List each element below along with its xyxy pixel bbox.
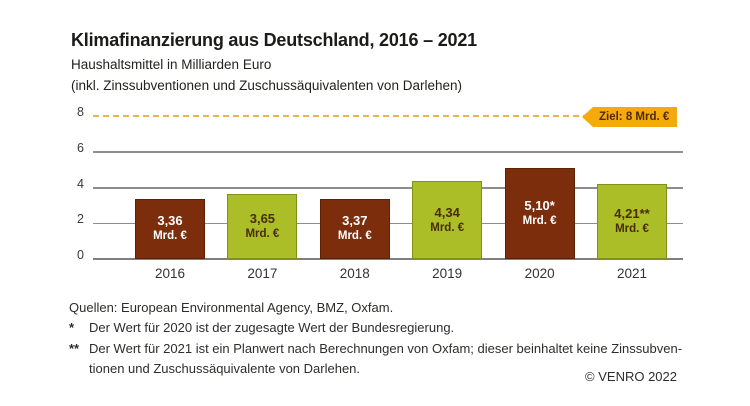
- bar-2021: 4,21** Mrd. €: [597, 183, 667, 259]
- y-axis-tick-2: 2: [77, 212, 84, 227]
- x-axis-label-2021: 2021: [616, 266, 648, 281]
- x-axis-label-2017: 2017: [247, 266, 278, 281]
- bar-chart-plot-area: Ziel: 8 Mrd. € 0 2 4 6 8 3,36 Mrd. €2016 3,65 Mr…: [77, 105, 683, 281]
- bar-value-2020: 5,10*: [524, 197, 555, 213]
- bar-value-label-2017: 3,65 Mrd. €: [228, 195, 296, 258]
- target-label-tag: Ziel: 8 Mrd. €: [582, 107, 678, 127]
- chart-subtitle-units: Haushaltsmittel in Milliarden Euro: [71, 57, 272, 72]
- copyright-notice: © VENRO 2022: [585, 369, 677, 384]
- footnote-2021: ** Der Wert für 2021 ist ein Planwert na…: [69, 341, 682, 356]
- x-axis-label-2018: 2018: [339, 266, 370, 281]
- bar-unit-2020: Mrd. €: [522, 214, 557, 227]
- bar-value-2016: 3,36: [157, 213, 183, 229]
- y-axis-tick-8: 8: [77, 105, 84, 119]
- sources-line: Quellen: European Environmental Agency, …: [69, 300, 394, 315]
- bar-value-label-2016: 3,36 Mrd. €: [136, 200, 204, 258]
- bar-unit-2021: Mrd. €: [615, 222, 649, 235]
- bar-2016: 3,36 Mrd. €: [135, 198, 205, 259]
- footnote-text: Der Wert für 2021 ist ein Planwert nach …: [89, 341, 683, 356]
- footnote-text: Der Wert für 2020 ist der zugesagte Wert…: [89, 320, 455, 335]
- x-axis-label-2019: 2019: [432, 266, 463, 281]
- x-axis-label-2016: 2016: [154, 266, 186, 281]
- bar-value-label-2021: 4,21** Mrd. €: [598, 185, 666, 258]
- chart-title: Klimafinanzierung aus Deutschland, 2016 …: [71, 30, 477, 50]
- footnote-marker: *: [69, 320, 75, 335]
- y-axis-tick-4: 4: [77, 176, 84, 191]
- bar-value-label-2020: 5,10* Mrd. €: [506, 169, 574, 258]
- bar-value-label-2019: 4,34 Mrd. €: [413, 182, 481, 258]
- target-dashed-line: [93, 115, 585, 117]
- bar-value-2019: 4,34: [434, 204, 460, 220]
- gridline-y4: [93, 187, 683, 189]
- bar-value-2017: 3,65: [249, 210, 276, 226]
- footnote-text-continuation: tionen und Zuschussäquivalente von Darle…: [89, 361, 361, 376]
- bar-unit-2019: Mrd. €: [430, 221, 465, 234]
- y-axis-tick-0: 0: [77, 248, 84, 262]
- footnote-2020: * Der Wert für 2020 ist der zugesagte We…: [69, 320, 454, 335]
- bar-unit-2018: Mrd. €: [337, 230, 372, 243]
- y-axis-tick-6: 6: [77, 140, 84, 155]
- bar-unit-2016: Mrd. €: [153, 230, 187, 243]
- x-axis-label-2020: 2020: [524, 266, 555, 281]
- footnote-marker: **: [69, 341, 80, 356]
- bar-2018: 3,37 Mrd. €: [319, 198, 390, 259]
- bar-2020: 5,10* Mrd. €: [504, 167, 575, 259]
- bar-unit-2017: Mrd. €: [245, 227, 280, 240]
- bar-2019: 4,34 Mrd. €: [412, 181, 483, 259]
- bar-value-label-2018: 3,37 Mrd. €: [321, 200, 389, 258]
- chart-subtitle-note: (inkl. Zinssubventionen und Zuschussäqui…: [71, 78, 462, 93]
- gridline-y6: [93, 151, 683, 153]
- bar-2017: 3,65 Mrd. €: [227, 193, 298, 259]
- bar-value-2018: 3,37: [342, 213, 368, 229]
- gridline-y0: [93, 258, 683, 260]
- bar-value-2021: 4,21**: [614, 205, 650, 221]
